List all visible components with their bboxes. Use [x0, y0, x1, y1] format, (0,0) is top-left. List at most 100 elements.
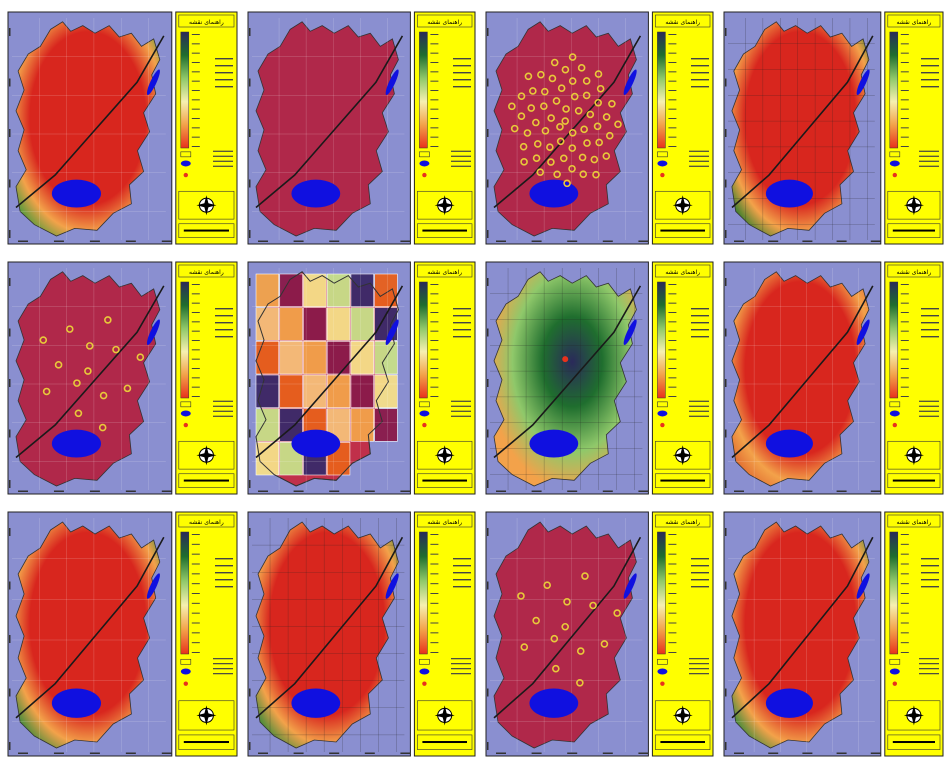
river	[731, 35, 874, 209]
city-boundary	[731, 21, 870, 237]
site-marker	[562, 105, 570, 113]
river	[15, 35, 165, 209]
site-marker	[73, 379, 81, 387]
legend-color-ramp	[889, 281, 899, 399]
site-marker	[608, 99, 616, 108]
legend-color-ramp	[419, 281, 428, 399]
site-marker	[520, 643, 529, 651]
zone	[279, 341, 303, 375]
city-boundary	[255, 521, 399, 749]
legend-color-ramp	[180, 281, 190, 399]
zone	[303, 374, 327, 408]
site-marker	[563, 179, 571, 188]
zone	[326, 273, 351, 307]
site-marker	[559, 154, 568, 163]
zone	[326, 307, 351, 341]
zone	[350, 408, 374, 442]
site-marker	[517, 112, 526, 120]
zone	[350, 307, 374, 341]
site-marker	[65, 325, 74, 333]
lake	[291, 179, 341, 208]
zone	[255, 341, 280, 375]
zone	[350, 341, 374, 375]
lake	[765, 179, 813, 208]
legend-color-ramp	[419, 31, 428, 149]
legend-title: راهنمای نقشه	[427, 19, 462, 26]
site-marker	[552, 664, 560, 673]
zone	[279, 307, 303, 341]
site-marker	[98, 423, 107, 432]
site-marker	[517, 92, 526, 101]
map-panel: راهنمای نقشه	[246, 8, 478, 248]
legend-title: راهنمای نقشه	[897, 19, 932, 26]
site-marker	[568, 129, 577, 137]
legend-color-ramp	[180, 531, 190, 655]
scale-bar	[178, 734, 235, 750]
site-marker	[593, 122, 602, 131]
site-marker	[586, 110, 595, 119]
site-marker	[577, 64, 586, 72]
site-marker	[540, 102, 548, 110]
site-marker	[582, 77, 591, 85]
city-boundary	[255, 21, 399, 237]
scale-bar	[887, 223, 941, 238]
site-marker	[42, 387, 51, 396]
map-panel: راهنمای نقشه	[722, 8, 946, 248]
scale-bar	[417, 223, 473, 238]
site-marker	[536, 168, 545, 176]
site-marker	[594, 70, 603, 78]
zone	[255, 273, 280, 307]
site-marker	[99, 391, 108, 400]
north-arrow-icon	[903, 195, 924, 216]
city-boundary	[15, 21, 161, 237]
zone	[303, 307, 327, 341]
city-boundary	[15, 521, 161, 749]
site-marker	[74, 409, 83, 418]
zone	[350, 273, 374, 307]
site-marker	[550, 634, 559, 643]
river	[15, 536, 165, 719]
zone	[255, 374, 280, 408]
scale-bar	[887, 473, 941, 488]
map-panel: راهنمای نقشه	[246, 258, 478, 498]
north-arrow-icon	[196, 705, 217, 726]
river	[15, 285, 165, 459]
map-panel: راهنمای نقشه	[722, 508, 946, 760]
site-marker	[519, 142, 528, 151]
scale-bar	[655, 223, 711, 238]
river	[493, 536, 642, 719]
site-marker	[39, 336, 48, 344]
site-marker	[104, 316, 112, 324]
map-panel: راهنمای نقشه	[484, 258, 716, 498]
site-marker	[594, 98, 602, 107]
zone	[303, 273, 327, 307]
site-marker	[532, 118, 540, 127]
site-marker	[582, 91, 591, 100]
site-marker	[563, 598, 571, 606]
map-panel: راهنمای نقشه	[6, 258, 240, 498]
site-marker	[579, 170, 588, 178]
site-marker	[602, 113, 611, 121]
lake	[291, 429, 341, 458]
site-marker	[541, 127, 550, 135]
legend-title: راهنمای نقشه	[897, 519, 932, 526]
site-marker	[600, 640, 609, 648]
site-marker	[533, 140, 542, 148]
north-arrow-icon	[434, 705, 455, 726]
city-boundary	[15, 271, 161, 487]
site-marker	[556, 137, 565, 146]
north-arrow-icon	[196, 195, 217, 216]
north-arrow-icon	[196, 445, 217, 466]
site-marker	[532, 154, 541, 163]
site-marker	[568, 77, 577, 85]
site-marker	[529, 87, 537, 95]
lake	[765, 429, 813, 458]
legend-color-ramp	[889, 531, 899, 655]
river	[255, 285, 404, 459]
site-marker	[532, 616, 540, 625]
site-marker	[576, 678, 584, 687]
site-marker	[568, 53, 577, 61]
river	[731, 536, 874, 719]
site-marker	[580, 125, 588, 134]
